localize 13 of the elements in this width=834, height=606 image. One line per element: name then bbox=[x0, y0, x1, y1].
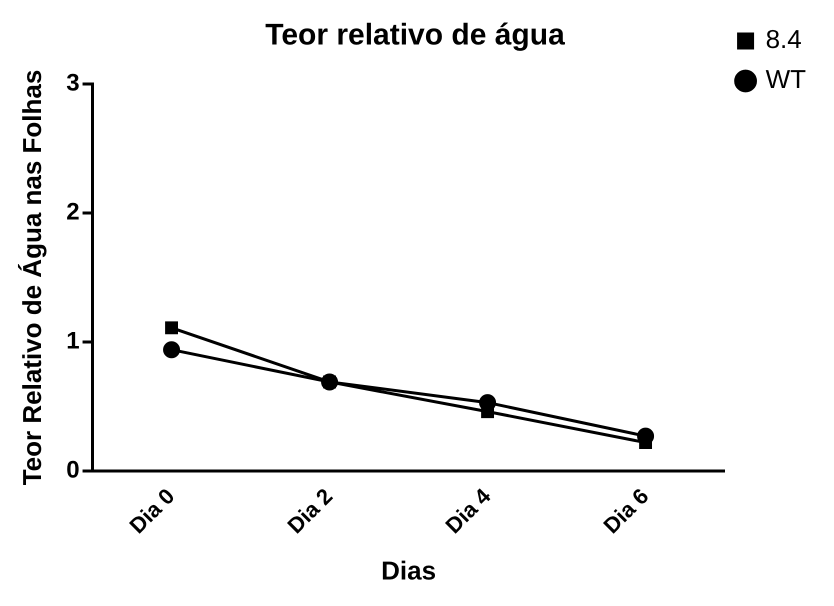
chart-title: Teor relativo de água bbox=[265, 18, 566, 52]
y-axis-title: Teor Relativo de Água nas Folhas bbox=[16, 70, 47, 486]
legend-label: 8.4 bbox=[766, 24, 802, 54]
x-axis-title: Dias bbox=[381, 556, 436, 586]
x-tick-label: Dia 6 bbox=[598, 483, 654, 538]
y-tick-label: 0 bbox=[66, 456, 80, 484]
y-tick-label: 2 bbox=[66, 198, 80, 226]
x-tick-label: Dia 0 bbox=[124, 483, 180, 538]
y-tick-label: 3 bbox=[66, 70, 80, 97]
x-tick-label: Dia 4 bbox=[440, 482, 496, 538]
legend-label: WT bbox=[766, 64, 806, 94]
x-tick-label: Dia 2 bbox=[282, 483, 338, 538]
y-tick-label: 1 bbox=[66, 328, 80, 355]
